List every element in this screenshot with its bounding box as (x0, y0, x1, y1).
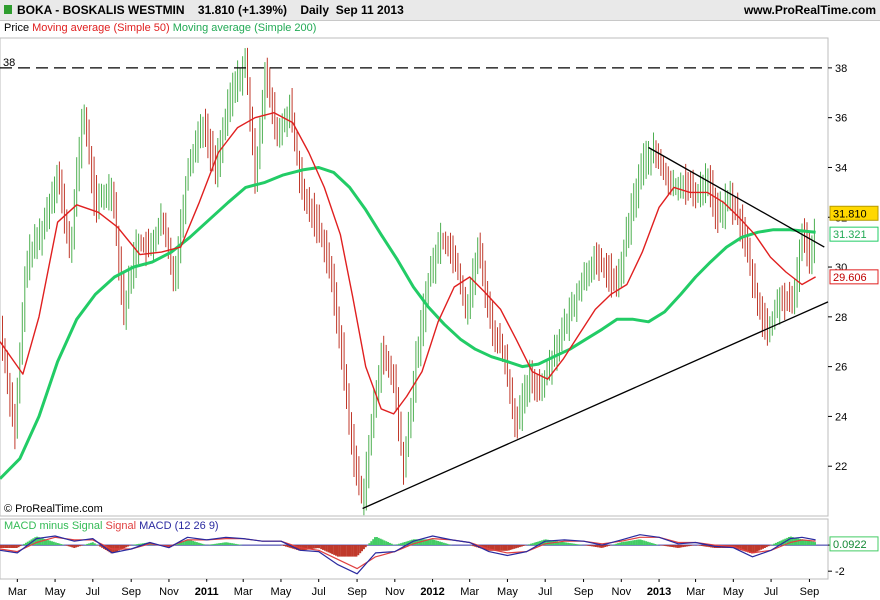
time-tick-label: Mar (234, 586, 253, 598)
resistance-level: 38 (0, 57, 828, 69)
trendline (648, 146, 825, 248)
last-price-label: 31.810 (833, 208, 867, 220)
time-tick-label: Jul (538, 586, 552, 598)
legend-ma50[interactable]: Moving average (Simple 50) (32, 22, 170, 34)
time-tick-label: Nov (612, 586, 632, 598)
instrument-name: BOSKALIS WESTMIN (62, 3, 185, 17)
time-tick-label: Nov (385, 586, 405, 598)
ma200-value-label: 31.321 (833, 229, 867, 241)
ma200-series (0, 166, 816, 480)
legend-ma200[interactable]: Moving average (Simple 200) (172, 22, 317, 34)
price-tick-label: 28 (835, 312, 847, 324)
ma200-value-label-box (829, 226, 879, 242)
macd-value-label: 0.0922 (833, 539, 867, 551)
last-price: 31.810 (197, 3, 235, 17)
ma50-series (0, 111, 816, 415)
price-axis: 222426283032343638 (828, 63, 847, 473)
time-tick-label: Nov (159, 586, 179, 598)
price-candles (2, 47, 815, 516)
price-panel-frame (0, 37, 829, 517)
ma50-value-label: 29.606 (833, 272, 867, 284)
resistance-label: 38 (3, 57, 15, 69)
chart-header: BOKA - BOSKALIS WESTMIN 31.810 (+1.39%) … (0, 0, 880, 21)
macd-line (0, 534, 816, 575)
legend-macd[interactable]: MACD (12 26 9) (139, 520, 219, 532)
instrument-icon (4, 5, 12, 14)
ma50-line (0, 111, 816, 415)
trendline (362, 301, 829, 510)
time-tick-label: Mar (686, 586, 705, 598)
macd-series (0, 534, 816, 575)
time-tick-label: Jul (312, 586, 326, 598)
chart-title: BOKA - BOSKALIS WESTMIN 31.810 (+1.39%) … (17, 3, 404, 17)
website-link[interactable]: www.ProRealTime.com (743, 3, 876, 17)
time-tick-label: May (271, 586, 292, 598)
legend-price: Price (4, 22, 30, 34)
legend-macd-hist[interactable]: MACD minus Signal (4, 520, 103, 532)
period: Daily (300, 3, 330, 17)
legend-signal[interactable]: Signal (105, 520, 137, 532)
ma200-line (0, 166, 816, 480)
price-tick-label: 34 (835, 162, 847, 174)
macd-tick-label: -2 (835, 566, 845, 578)
time-axis: Mar May Jul Sep Nov 2011 Mar May Jul Sep Nov 2012 Ma… (8, 579, 819, 598)
price-tick-label: 24 (835, 411, 847, 423)
price-value-labels: 31.321 31.810 29.606 (829, 205, 879, 285)
macd-value-box (829, 536, 879, 552)
time-tick-label: Sep (574, 586, 594, 598)
price-legend: Price Moving average (Simple 50) Moving … (4, 22, 316, 34)
symbol: BOKA (17, 3, 52, 17)
time-tick-label: Sep (347, 586, 367, 598)
price-tick-label: 36 (835, 113, 847, 125)
time-tick-label: Jul (86, 586, 100, 598)
chart-date: Sep 11 2013 (335, 3, 404, 17)
time-tick-label: Mar (460, 586, 479, 598)
macd-panel[interactable]: 0-20.0922 (0, 518, 879, 580)
price-tick-label: 22 (835, 461, 847, 473)
ma50-value-label-box (829, 269, 879, 285)
time-tick-label: 2013 (647, 586, 671, 598)
time-tick-label: Jul (764, 586, 778, 598)
copyright: © ProRealTime.com (4, 503, 103, 515)
time-tick-label: May (45, 586, 66, 598)
price-tick-label: 38 (835, 63, 847, 75)
time-tick-label: 2011 (195, 586, 219, 598)
last-price-label-box (829, 205, 879, 221)
price-change: (+1.39%) (237, 3, 287, 17)
price-tick-label: 26 (835, 362, 847, 374)
macd-legend: MACD minus Signal Signal MACD (12 26 9) (4, 520, 219, 532)
time-tick-label: Mar (8, 586, 27, 598)
time-tick-label: Sep (121, 586, 141, 598)
time-tick-label: May (497, 586, 518, 598)
time-tick-label: 2012 (420, 586, 444, 598)
time-tick-label: Sep (800, 586, 820, 598)
time-tick-label: May (723, 586, 744, 598)
trendlines (362, 146, 829, 510)
macd-axis: 0-20.0922 (828, 536, 879, 578)
macd-panel-frame (0, 518, 829, 580)
